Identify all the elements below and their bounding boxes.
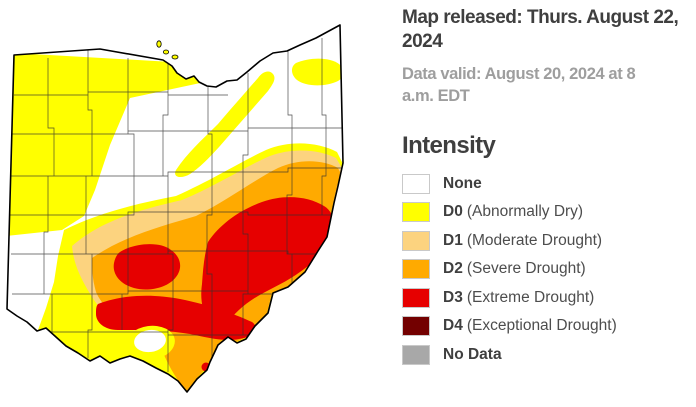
legend-code: D1	[443, 231, 463, 249]
legend-item-d1: D1 (Moderate Drought)	[402, 230, 690, 251]
swatch-d4	[402, 316, 430, 336]
legend-desc: (Moderate Drought)	[466, 231, 603, 249]
swatch-d3	[402, 287, 430, 308]
legend-code: None	[443, 174, 482, 192]
swatch-d0	[402, 202, 430, 222]
swatch-d2	[402, 259, 430, 279]
map-released-line1: Map released: Thurs. August 22,	[402, 7, 679, 28]
none-pocket	[134, 329, 166, 353]
legend-item-none: None	[402, 173, 690, 194]
swatch-none	[402, 173, 430, 194]
legend-item-nodata: No Data	[402, 344, 690, 365]
d0-patch-northeast	[292, 58, 343, 86]
legend-code: D4	[443, 317, 463, 334]
info-panel: Map released: Thurs. August 22, 2024 Dat…	[402, 0, 690, 373]
legend-code: D3	[443, 288, 463, 306]
legend: None D0 (Abnormally Dry) D1 (Moderate Drou…	[402, 173, 690, 365]
state-border	[6, 24, 344, 393]
legend-item-d0: D0 (Abnormally Dry)	[402, 202, 690, 223]
legend-title: Intensity	[402, 132, 496, 159]
d3-band-south	[96, 295, 256, 340]
legend-desc: (Extreme Drought)	[466, 288, 595, 306]
legend-code: D0	[443, 203, 463, 220]
d0-region-northwest	[7, 53, 205, 236]
legend-desc: (Abnormally Dry)	[466, 203, 584, 220]
legend-code: D2	[443, 260, 463, 277]
legend-code: No Data	[443, 345, 502, 363]
legend-item-d3: D3 (Extreme Drought)	[402, 287, 690, 308]
lake-erie-islands	[156, 40, 179, 60]
data-valid-subtitle: Data valid: August 20, 2024 at 8 a.m. ED…	[402, 63, 690, 107]
data-valid-line1: Data valid: August 20, 2024 at 8	[402, 65, 636, 83]
d3-blob-central	[113, 244, 181, 290]
map-released-title: Map released: Thurs. August 22, 2024	[402, 6, 690, 54]
legend-item-d4: D4 (Exceptional Drought)	[402, 316, 690, 337]
legend-desc: (Severe Drought)	[466, 260, 586, 277]
swatch-d1	[402, 230, 430, 251]
legend-desc: (Exceptional Drought)	[466, 317, 617, 334]
swatch-nodata	[402, 344, 430, 365]
map-released-line2: 2024	[402, 31, 443, 52]
county-boundaries	[8, 38, 343, 372]
d3-mass-southeast	[201, 197, 334, 328]
legend-item-d2: D2 (Severe Drought)	[402, 259, 690, 280]
d0-band-northeast	[175, 71, 275, 178]
data-valid-line2: a.m. EDT	[402, 87, 470, 105]
drought-map-svg	[6, 24, 344, 393]
ohio-drought-map	[6, 24, 344, 393]
